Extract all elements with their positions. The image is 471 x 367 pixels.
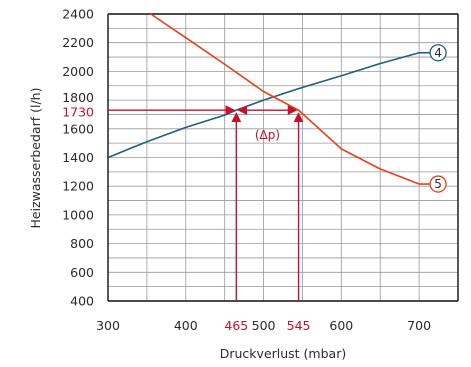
y-tick-label: 2400 [62, 7, 94, 22]
y-tick-label: 2000 [62, 64, 94, 79]
annotations: (Δp) 1730 465 545 [62, 105, 310, 333]
series-marker-circle-4 [429, 44, 447, 62]
series-label-4: 4 [434, 46, 442, 60]
x-axis-label: Druckverlust (mbar) [220, 346, 346, 361]
x-tick-label: 300 [96, 318, 120, 333]
delta-p-label: (Δp) [255, 128, 280, 142]
series-group: 45 [107, 13, 447, 193]
series-line-4 [107, 51, 420, 159]
x-highlight-label: 465 [224, 318, 248, 333]
x-highlight-label: 545 [287, 318, 311, 333]
series-line-5 [150, 13, 420, 185]
y-tick-label: 600 [70, 265, 94, 280]
grid [107, 13, 459, 302]
y-tick-label: 1800 [62, 90, 94, 105]
y-highlight-label: 1730 [62, 105, 94, 120]
x-tick-label: 500 [252, 318, 276, 333]
series-marker-circle-5 [429, 175, 447, 193]
x-tick-label: 700 [407, 318, 431, 333]
y-tick-label: 1200 [62, 179, 94, 194]
y-tick-label: 400 [70, 294, 94, 309]
x-tick-label: 600 [329, 318, 353, 333]
y-tick-label: 1400 [62, 150, 94, 165]
y-axis-label: Heizwasserbedarf (l/h) [28, 88, 43, 229]
x-tick-label: 400 [174, 318, 198, 333]
y-tick-label: 1600 [62, 121, 94, 136]
y-tick-label: 800 [70, 236, 94, 251]
y-tick-label: 2200 [62, 35, 94, 50]
y-tick-label: 1000 [62, 207, 94, 222]
tick-labels: 400 600 800 1000 1200 1400 1600 1800 2000 2200 240… [62, 7, 431, 334]
series-label-5: 5 [434, 177, 442, 191]
